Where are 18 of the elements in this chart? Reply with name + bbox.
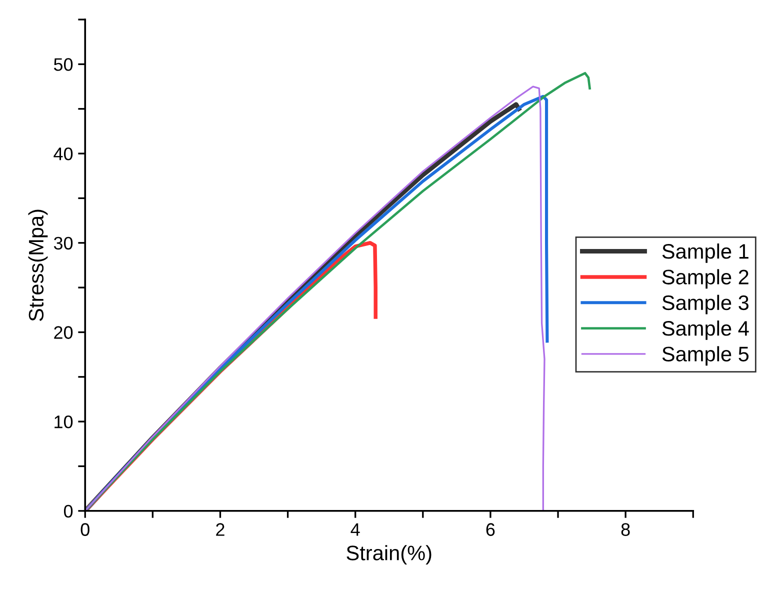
legend-label: Sample 4 bbox=[662, 320, 749, 340]
y-tick-label: 40 bbox=[54, 147, 73, 160]
legend-label: Sample 1 bbox=[662, 243, 748, 263]
x-tick-label: 8 bbox=[621, 523, 630, 536]
legend-label: Sample 3 bbox=[662, 294, 748, 314]
x-tick-label: 0 bbox=[80, 523, 90, 536]
y-tick-label: 30 bbox=[54, 236, 73, 250]
x-tick-label: 4 bbox=[350, 523, 360, 536]
y-tick-label: 0 bbox=[64, 504, 73, 518]
legend-label: Sample 2 bbox=[662, 269, 748, 289]
x-tick-label: 6 bbox=[486, 523, 495, 536]
y-tick-label: 20 bbox=[54, 326, 73, 339]
y-axis-title: Stress(Mpa) bbox=[28, 210, 48, 321]
x-axis-title: Strain(%) bbox=[346, 545, 432, 564]
y-tick-label: 10 bbox=[54, 415, 73, 428]
legend-label: Sample 5 bbox=[662, 346, 749, 366]
x-tick-label: 2 bbox=[216, 523, 224, 536]
y-tick-label: 50 bbox=[54, 58, 73, 71]
